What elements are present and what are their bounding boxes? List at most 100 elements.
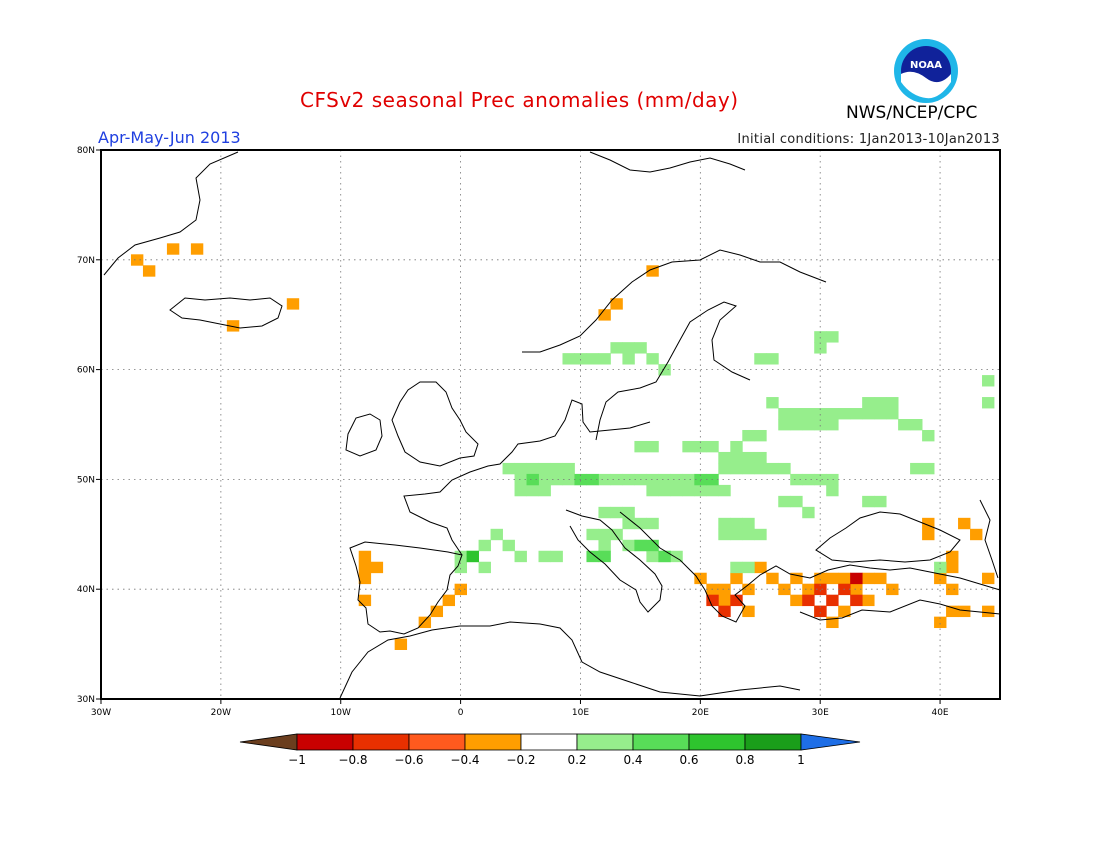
anomaly-cell-scandinavia-south xyxy=(586,353,599,365)
coast-turkey-south xyxy=(799,599,1001,621)
anomaly-cell-scandinavia-south xyxy=(598,353,611,365)
anomaly-cell-anatolia xyxy=(838,572,851,585)
season-label: Apr-May-Jun 2013 xyxy=(98,128,241,147)
anomaly-cell-iberia-west xyxy=(358,561,372,574)
anomaly-cell-east-europe xyxy=(826,484,839,497)
anomaly-cell-greece xyxy=(694,572,707,585)
anomaly-cell-anatolia-core xyxy=(826,594,839,607)
anomaly-cell-central-europe xyxy=(934,561,947,574)
anomaly-cell-east-europe xyxy=(778,419,791,431)
anomaly-cell-greece-core xyxy=(730,594,743,607)
anomaly-cell-norway-coast xyxy=(610,298,623,310)
anomaly-cell-greece xyxy=(742,583,755,596)
anomaly-cell-east-europe xyxy=(814,419,827,431)
anomaly-cell-central-europe xyxy=(622,473,635,486)
colorbar-label: 0.2 xyxy=(567,753,586,767)
coast-iberia xyxy=(349,541,463,635)
anomaly-cell-central-europe xyxy=(646,550,659,563)
noaa-logo-icon: NOAA xyxy=(894,39,958,103)
map-title: CFSv2 seasonal Prec anomalies (mm/day) xyxy=(300,88,739,112)
anomaly-cell-anatolia-core xyxy=(802,594,815,607)
anomaly-cell-iceland-south xyxy=(226,320,240,332)
anomaly-cell-east-europe xyxy=(982,375,995,387)
anomaly-cell-central-europe xyxy=(730,517,743,530)
anomaly-cell-east-europe xyxy=(682,440,695,453)
anomaly-cell-central-europe xyxy=(490,528,503,541)
anomaly-cell-central-europe xyxy=(718,528,731,541)
anomaly-cell-central-europe xyxy=(598,539,611,552)
anomaly-cell-central-europe xyxy=(670,550,683,563)
anomaly-cell-iberia-east xyxy=(442,594,456,607)
anomaly-cell-central-europe xyxy=(454,561,467,574)
anomaly-cell-greece xyxy=(754,561,767,574)
agency-label: NWS/NCEP/CPC xyxy=(846,103,978,123)
anomaly-cell-east-europe xyxy=(790,408,803,420)
map-frame xyxy=(100,149,1001,700)
anomaly-cell-east-europe xyxy=(982,397,995,409)
anomaly-cell-anatolia-peak xyxy=(850,572,863,585)
anomaly-cell-central-europe-mid xyxy=(646,539,659,552)
anomaly-cell-east-europe xyxy=(850,408,863,420)
anomaly-cell-east-europe xyxy=(874,495,887,508)
anomaly-cell-anatolia xyxy=(874,572,887,585)
anomaly-cell-central-europe xyxy=(610,528,623,541)
anomaly-cell-central-europe xyxy=(550,550,563,563)
colorbar-label: −0.6 xyxy=(394,753,423,767)
lon-tick-label: 10E xyxy=(572,708,589,718)
anomaly-cell-central-europe xyxy=(706,484,719,497)
anomaly-cell-east-europe xyxy=(826,419,839,431)
coast-britain xyxy=(391,381,479,467)
logo-text: NOAA xyxy=(910,60,942,71)
anomaly-cell-caucasus-east xyxy=(982,605,995,618)
anomaly-cell-east-europe xyxy=(742,429,755,442)
anomaly-cell-anatolia-core xyxy=(814,583,827,596)
anomaly-cell-central-europe xyxy=(718,517,731,530)
anomaly-cell-central-europe xyxy=(634,517,647,530)
anomaly-cell-central-europe xyxy=(598,506,611,519)
anomaly-cell-central-europe xyxy=(694,484,707,497)
anomaly-cell-east-europe xyxy=(814,473,827,486)
colorbar-label: 0.4 xyxy=(623,753,642,767)
anomaly-cell-iberia-west xyxy=(358,572,372,585)
anomaly-cell-central-europe xyxy=(514,550,527,563)
anomaly-cell-anatolia xyxy=(790,572,803,585)
anomaly-cell-scandinavia-south xyxy=(610,342,623,354)
colorbar-label: −0.8 xyxy=(338,753,367,767)
lat-tick-label: 40N xyxy=(77,585,95,595)
anomaly-cell-caucasus-east xyxy=(934,572,947,585)
anomaly-cell-east-europe xyxy=(766,397,779,409)
lat-tick-label: 50N xyxy=(77,475,95,485)
anomaly-cell-central-europe xyxy=(538,462,551,475)
anomaly-cell-east-europe xyxy=(826,408,839,420)
anomaly-cell-central-europe xyxy=(514,484,527,497)
coast-italy xyxy=(565,509,663,613)
colorbar-box xyxy=(632,733,690,751)
anomaly-cell-central-europe xyxy=(610,506,623,519)
coast-scandinavia xyxy=(522,249,827,441)
anomaly-cell-central-europe-mid xyxy=(586,473,599,486)
anomaly-cell-east-europe xyxy=(718,451,731,464)
anomaly-cell-east-europe xyxy=(742,451,755,464)
anomaly-cell-anatolia xyxy=(802,583,815,596)
anomaly-cell-central-europe xyxy=(478,561,491,574)
anomaly-cell-greece xyxy=(766,572,779,585)
anomaly-cell-east-europe xyxy=(802,506,815,519)
colorbar: −1 −0.8 −0.6 −0.4 −0.2 0.2 0.4 0.6 0.8 1 xyxy=(239,733,861,767)
anomaly-cell-east-europe xyxy=(790,495,803,508)
anomaly-cell-scandinavia-south xyxy=(754,353,767,365)
anomaly-cell-central-europe xyxy=(562,462,575,475)
coast-black-sea xyxy=(815,511,961,563)
anomaly-cell-scandinavia-south xyxy=(646,353,659,365)
coast-ireland xyxy=(345,413,383,457)
anomaly-cell-central-europe xyxy=(502,539,515,552)
colorbar-box xyxy=(576,733,634,751)
colorbar-box xyxy=(688,733,746,751)
anomaly-cell-central-europe xyxy=(622,539,635,552)
anomaly-cell-greenland-coast xyxy=(142,265,156,277)
anomaly-cell-central-europe xyxy=(526,484,539,497)
coast-france xyxy=(403,399,651,556)
colorbar-label: −0.2 xyxy=(506,753,535,767)
anomaly-cell-anatolia xyxy=(850,583,863,596)
anomaly-cell-east-europe xyxy=(706,440,719,453)
anomaly-cell-greenland-coast xyxy=(130,254,144,266)
